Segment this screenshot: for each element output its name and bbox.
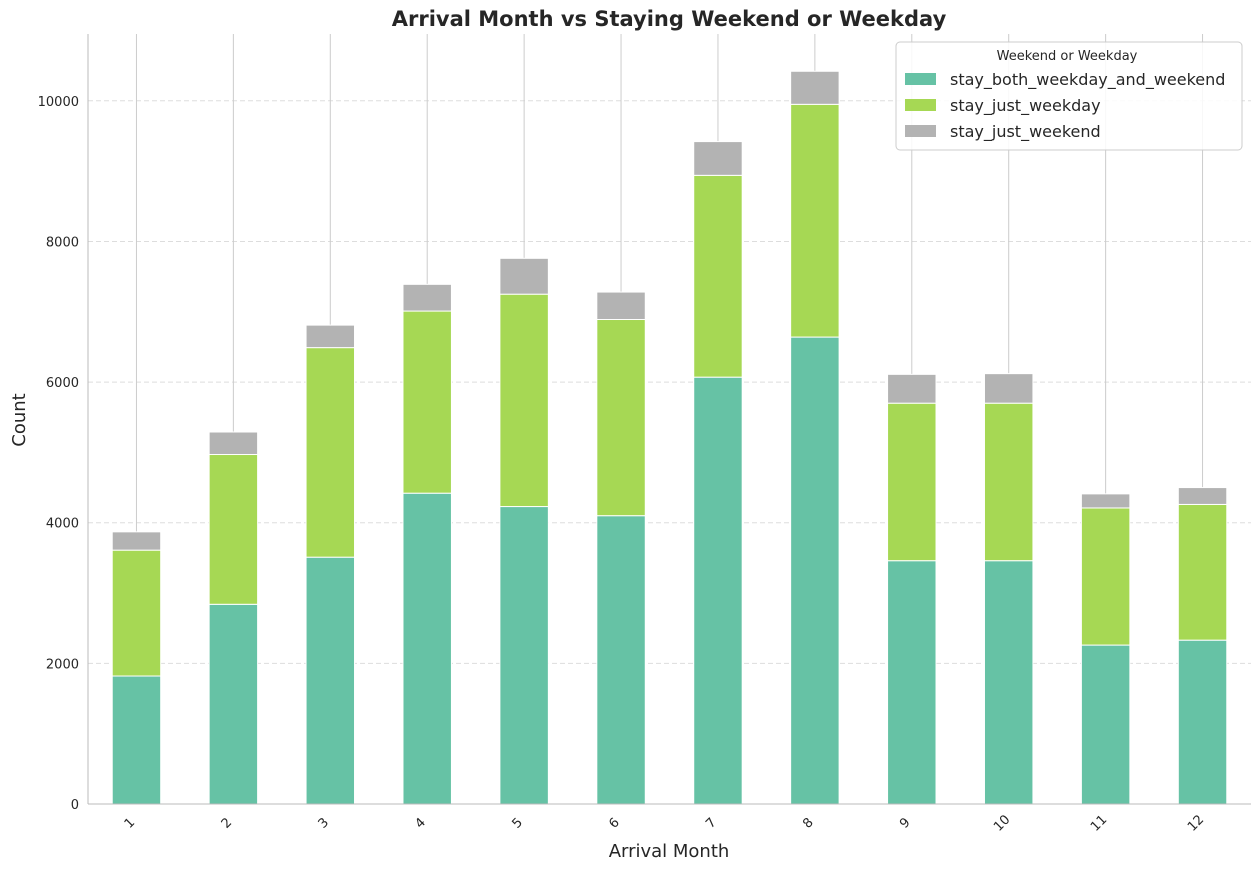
bar-segment-stay-just-weekday (111, 549, 162, 677)
bar-segment-stay-just-weekend (111, 531, 162, 551)
bar-segment-stay-both-weekday-and-weekend (983, 560, 1034, 805)
x-tick-label: 7 (703, 815, 719, 831)
bar-segment-stay-just-weekend (208, 431, 259, 456)
x-tick-label: 6 (606, 815, 622, 831)
bar-segment-stay-both-weekday-and-weekend (1177, 639, 1228, 805)
legend-box (895, 41, 1243, 151)
bar-segment-stay-just-weekend (983, 373, 1034, 404)
bar-segment-stay-just-weekday (208, 454, 259, 605)
bar-segment-stay-both-weekday-and-weekend (305, 556, 356, 805)
legend-entry-label: stay_just_weekday (950, 96, 1101, 116)
chart-title: Arrival Month vs Staying Weekend or Week… (392, 7, 947, 31)
legend-entry-label: stay_both_weekday_and_weekend (950, 70, 1225, 90)
bar-segment-stay-both-weekday-and-weekend (887, 560, 937, 805)
bar-segment-stay-just-weekend (499, 257, 549, 295)
bar-segment-stay-just-weekday (499, 293, 549, 508)
bar-segment-stay-both-weekday-and-weekend (790, 336, 840, 805)
bar-segment-stay-just-weekday (1080, 507, 1131, 646)
y-tick-label: 4000 (46, 517, 79, 532)
x-tick-label: 8 (800, 815, 816, 831)
bars (111, 70, 1228, 805)
bar-segment-stay-both-weekday-and-weekend (402, 492, 452, 805)
bar-segment-stay-just-weekend (1080, 493, 1131, 509)
x-tick-label: 3 (316, 815, 332, 831)
x-tick-label: 4 (413, 815, 429, 831)
bar-segment-stay-just-weekend (790, 70, 840, 105)
bar-segment-stay-both-weekday-and-weekend (1080, 644, 1131, 805)
bar-segment-stay-just-weekend (1177, 487, 1228, 505)
y-tick-label: 6000 (46, 376, 79, 391)
bar-segment-stay-just-weekend (887, 373, 937, 404)
bar-segment-stay-just-weekend (305, 324, 356, 349)
legend-title: Weekend or Weekday (997, 49, 1138, 64)
bar-segment-stay-just-weekday (693, 174, 743, 378)
x-tick-label: 2 (219, 815, 235, 831)
y-tick-label: 2000 (46, 657, 79, 672)
y-tick-label: 0 (71, 798, 79, 813)
x-tick-label: 1 (122, 815, 138, 831)
x-tick-label: 12 (1185, 812, 1207, 834)
bar-segment-stay-just-weekday (1177, 503, 1228, 641)
x-axis-label: Arrival Month (609, 841, 730, 862)
bar-segment-stay-just-weekday (983, 402, 1034, 562)
bar-segment-stay-just-weekday (305, 347, 356, 558)
bar-segment-stay-both-weekday-and-weekend (499, 506, 549, 805)
y-tick-label: 10000 (38, 95, 79, 110)
y-tick-label: 8000 (46, 235, 79, 250)
x-tick-label: 11 (1088, 812, 1110, 834)
bar-segment-stay-just-weekday (596, 318, 646, 517)
bar-segment-stay-just-weekend (596, 291, 646, 320)
bar-segment-stay-both-weekday-and-weekend (596, 515, 646, 805)
bar-segment-stay-just-weekday (402, 310, 452, 494)
legend-swatch (905, 125, 936, 137)
x-tick-label: 10 (991, 812, 1013, 834)
legend-swatch (905, 73, 936, 85)
legend-swatch (905, 99, 936, 111)
bar-segment-stay-just-weekend (402, 283, 452, 312)
bar-segment-stay-just-weekday (790, 103, 840, 338)
bar-segment-stay-both-weekday-and-weekend (208, 603, 259, 805)
y-axis-label: Count (9, 393, 30, 446)
x-tick-label: 9 (897, 815, 913, 831)
x-tick-label: 5 (509, 815, 525, 831)
bar-segment-stay-both-weekday-and-weekend (111, 675, 162, 805)
bar-segment-stay-just-weekend (693, 141, 743, 176)
bar-segment-stay-both-weekday-and-weekend (693, 376, 743, 805)
legend-entry-label: stay_just_weekend (950, 122, 1101, 142)
bar-segment-stay-just-weekday (887, 402, 937, 562)
legend: Weekend or Weekday stay_both_weekday_and_… (895, 41, 1243, 151)
